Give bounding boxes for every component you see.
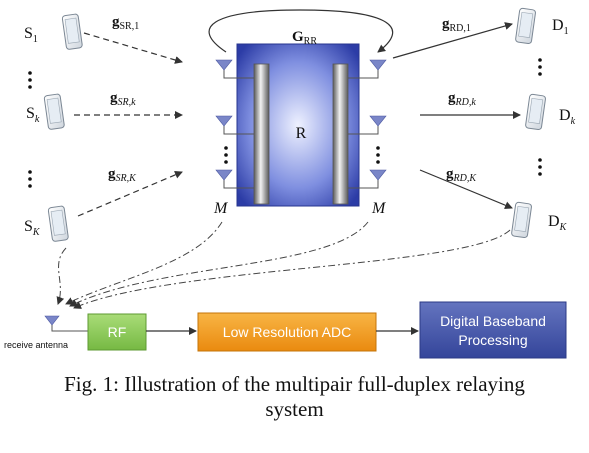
antenna-icon [215,115,233,127]
receive-antenna [44,315,88,332]
relay-left-antennas [223,70,254,189]
source-phone-k [43,93,65,130]
obs-link-relay-left [65,221,223,305]
link-sr-1 [83,32,183,64]
antenna-icon [215,59,233,71]
destination-label-K: DK [548,213,568,233]
sr-channel-label-K: gSR,K [108,166,137,184]
relay-right-antenna-icons [369,59,387,181]
figure-caption-line2: system [265,397,324,421]
relay-label: R [296,125,307,142]
relay-left-antenna-count: M [213,200,229,217]
obs-link-relay-right [69,221,369,307]
sr-channel-label-1: gSR,1 [112,14,139,32]
antenna-icon [369,59,387,71]
destination-phone-K [511,201,532,239]
source-label-k: Sk [26,105,40,125]
relay-right-antenna-count: M [371,200,387,217]
antenna-icon [215,169,233,181]
loop-channel-label: GRR [292,29,317,47]
source-phone-1 [61,13,83,50]
baseband-block [419,301,567,359]
rf-block [87,313,147,351]
relay-left-antenna-bar [253,63,270,205]
relay-destination-links [392,22,521,210]
relay-node: R [236,43,360,207]
source-label-1: S1 [24,25,38,45]
destination-phone-k [525,93,546,131]
source-relay-links [74,32,183,217]
source-ellipsis [28,71,32,188]
relay-antenna-ellipsis [224,146,380,164]
relay-right-antennas [348,70,379,189]
figure-caption: Fig. 1: Illustration of the multipair fu… [0,372,589,422]
link-rd-1 [392,22,513,59]
rd-channel-label-1: gRD,1 [442,16,471,34]
figure-caption-line1: Fig. 1: Illustration of the multipair fu… [64,372,525,396]
baseband-label-line1: Digital Baseband [440,313,546,329]
loop-interference-arrow [208,9,394,53]
obs-link-source [56,247,67,305]
relay-right-antenna-bar [332,63,349,205]
source-label-K: SK [24,218,41,238]
obs-link-destination [73,229,511,309]
baseband-label-line2: Processing [458,332,527,348]
antenna-icon [44,315,60,326]
destination-label-1: D1 [552,17,569,37]
destination-label-k: Dk [559,107,576,127]
rf-label: RF [108,324,127,340]
relay-left-antenna-icons [215,59,233,181]
link-sr-K [77,171,183,217]
observation-links [56,221,511,309]
destination-phone-1 [515,7,536,45]
source-phone-K [47,205,69,242]
receive-antenna-label: receive antenna [4,340,68,350]
antenna-icon [369,115,387,127]
sr-channel-label-k: gSR,k [110,90,136,108]
link-rd-K [419,169,513,210]
rd-channel-label-k: gRD,k [448,90,476,108]
adc-block [197,312,377,352]
antenna-icon [369,169,387,181]
destination-ellipsis [538,58,542,176]
rd-channel-label-K: gRD,K [446,166,477,184]
adc-label: Low Resolution ADC [223,324,351,340]
